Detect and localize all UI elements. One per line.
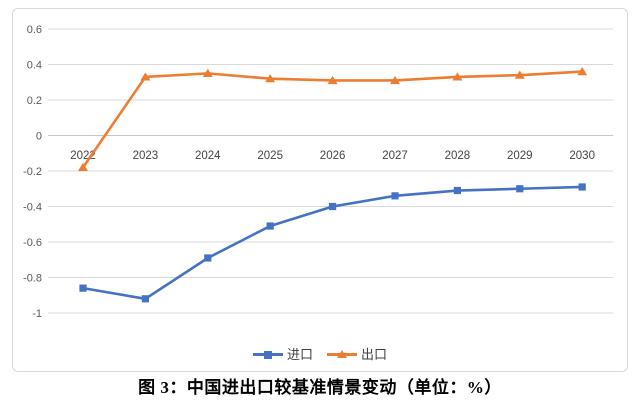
legend-item-exports: 出口 xyxy=(327,348,387,361)
svg-text:0.6: 0.6 xyxy=(27,24,42,36)
svg-text:2027: 2027 xyxy=(382,150,408,162)
legend-item-imports: 进口 xyxy=(252,347,313,362)
triangle-marker-icon xyxy=(337,350,347,358)
svg-text:2029: 2029 xyxy=(507,150,533,162)
svg-text:-0.8: -0.8 xyxy=(23,273,42,285)
svg-text:-0.6: -0.6 xyxy=(23,237,42,249)
legend-label-exports: 出口 xyxy=(361,347,388,362)
svg-text:2025: 2025 xyxy=(257,150,283,162)
svg-text:-0.4: -0.4 xyxy=(23,202,42,214)
svg-text:0.2: 0.2 xyxy=(27,95,42,107)
chart-legend: 进口 出口 xyxy=(13,348,627,361)
svg-text:2030: 2030 xyxy=(569,150,595,162)
imports-line-square-marker-icon xyxy=(252,350,283,359)
svg-text:2028: 2028 xyxy=(445,150,471,162)
svg-text:0.4: 0.4 xyxy=(27,60,42,72)
svg-text:2026: 2026 xyxy=(320,150,346,162)
svg-text:0: 0 xyxy=(36,131,42,143)
svg-text:2024: 2024 xyxy=(195,150,221,162)
svg-text:-0.2: -0.2 xyxy=(23,166,42,178)
line-chart: 0.6 0.4 0.2 0 -0.2 -0.4 -0.6 -0.8 -1 2022 2023 2024… xyxy=(12,8,628,372)
svg-text:2023: 2023 xyxy=(133,150,159,162)
figure-caption: 图 3：中国进出口较基准情景变动（单位：%） xyxy=(138,378,502,397)
svg-text:-1: -1 xyxy=(32,308,42,320)
legend-label-imports: 进口 xyxy=(286,347,313,362)
exports-line-triangle-marker-icon xyxy=(327,350,357,358)
square-marker-icon xyxy=(263,350,272,359)
